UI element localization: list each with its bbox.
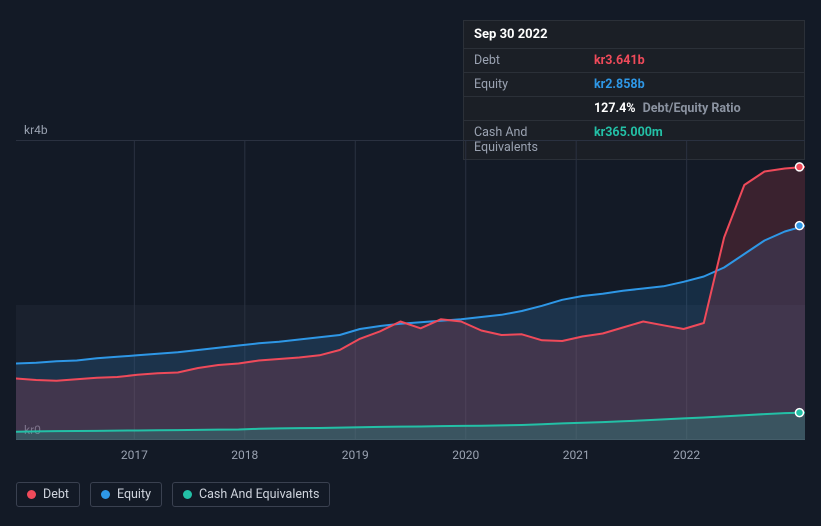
legend-label-equity: Equity: [117, 487, 151, 502]
x-tick: 2022: [673, 448, 700, 462]
legend-item-equity[interactable]: Equity: [90, 482, 162, 507]
x-tick: 2020: [452, 448, 479, 462]
tooltip-panel: Sep 30 2022 Debt kr3.641b Equity kr2.858…: [463, 20, 805, 160]
legend-item-cash[interactable]: Cash And Equivalents: [172, 482, 330, 507]
legend-label-debt: Debt: [43, 487, 69, 502]
tooltip-ratio-pct: 127.4%: [594, 101, 636, 116]
tooltip-value-debt: kr3.641b: [594, 53, 794, 68]
legend-swatch-cash: [183, 490, 192, 499]
x-tick: 2017: [121, 448, 148, 462]
tooltip-value-equity: kr2.858b: [594, 77, 794, 92]
tooltip-label-ratio: [474, 101, 594, 116]
x-tick: 2019: [342, 448, 369, 462]
area-chart[interactable]: [16, 140, 805, 440]
tooltip-label-debt: Debt: [474, 53, 594, 68]
legend-swatch-equity: [101, 490, 110, 499]
tooltip-ratio-text: Debt/Equity Ratio: [643, 101, 741, 116]
x-tick: 2018: [231, 448, 258, 462]
x-tick: 2021: [563, 448, 590, 462]
legend-swatch-debt: [27, 490, 36, 499]
tooltip-row-debt: Debt kr3.641b: [464, 49, 804, 73]
x-axis: 2017 2018 2019 2020 2021 2022: [16, 448, 805, 468]
legend: Debt Equity Cash And Equivalents: [16, 482, 330, 507]
legend-item-debt[interactable]: Debt: [16, 482, 80, 507]
tooltip-date: Sep 30 2022: [464, 21, 804, 49]
tooltip-value-ratio: 127.4% Debt/Equity Ratio: [594, 101, 794, 116]
tooltip-label-equity: Equity: [474, 77, 594, 92]
y-axis-max-label: kr4b: [24, 123, 48, 137]
tooltip-row-equity: Equity kr2.858b: [464, 73, 804, 97]
legend-label-cash: Cash And Equivalents: [199, 487, 319, 502]
tooltip-row-ratio: 127.4% Debt/Equity Ratio: [464, 97, 804, 121]
